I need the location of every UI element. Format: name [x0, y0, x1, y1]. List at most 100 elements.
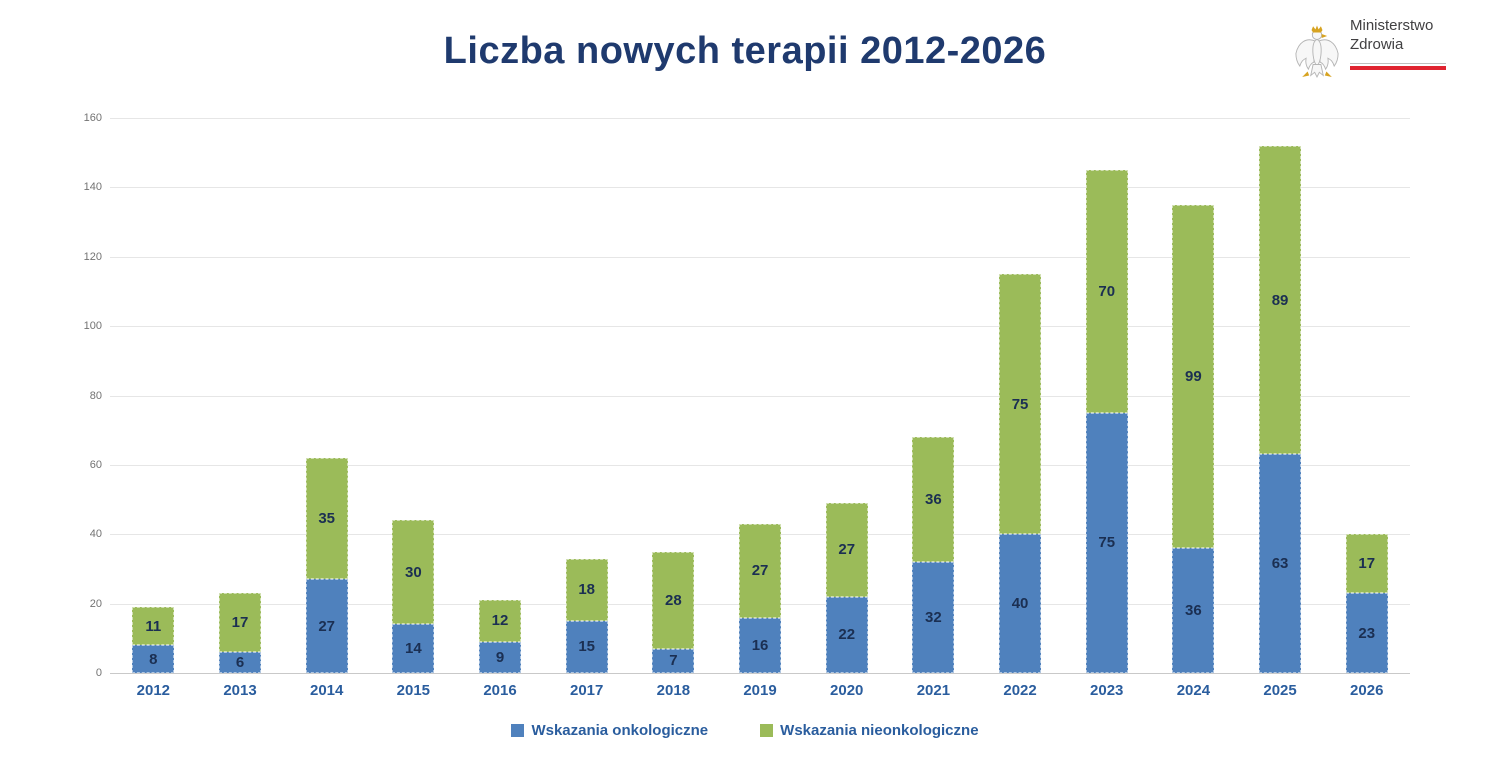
x-tick-label-2013: 2013 [223, 682, 257, 699]
gridline-60 [110, 464, 1410, 466]
bar-slot-2024: 99 36 [1150, 118, 1237, 673]
data-label-2024-series-0: 36 [1185, 602, 1202, 620]
bar-segment-2022-series-1: 75 [999, 274, 1042, 535]
bar-segment-2023-series-1: 70 [1085, 170, 1128, 413]
data-label-2025-series-1: 89 [1271, 291, 1289, 309]
stacked-bar-2026: 17 23 [1345, 118, 1388, 673]
data-label-2023-series-0: 75 [1098, 534, 1116, 552]
bar-segment-2020-series-1: 27 [825, 503, 868, 597]
data-label-2018-series-1: 28 [665, 591, 682, 609]
data-label-2015-series-1: 30 [405, 563, 422, 581]
bar-segment-2014-series-1: 35 [305, 457, 348, 580]
data-label-2012-series-1: 11 [145, 617, 162, 635]
data-label-2016-series-0: 9 [495, 648, 505, 666]
y-tick-label-0: 0 [95, 667, 102, 679]
bar-segment-2019-series-0: 16 [739, 617, 782, 673]
x-tick-label-2018: 2018 [656, 682, 691, 699]
ministry-logo-text: Ministerstwo Zdrowia [1350, 16, 1446, 70]
gridline-100 [110, 326, 1410, 328]
stacked-bar-2019: 27 16 [739, 118, 782, 673]
y-tick-label-120: 120 [83, 250, 102, 263]
bar-segment-2026-series-1: 17 [1345, 534, 1388, 594]
data-label-2021-series-0: 32 [925, 609, 942, 626]
bar-slot-2018: 28 7 [630, 118, 717, 673]
data-label-2026-series-1: 17 [1358, 555, 1376, 573]
logo-gray-rule [1350, 63, 1446, 64]
bar-slot-2019: 27 16 [717, 118, 804, 673]
bar-slot-2020: 27 22 [803, 118, 890, 673]
x-tick-label-2023: 2023 [1090, 682, 1124, 699]
legend-entry-1: Wskazania nieonkologiczne [760, 722, 979, 739]
bar-slot-2026: 17 23 [1323, 118, 1410, 673]
data-label-2021-series-1: 36 [925, 491, 942, 509]
bar-slot-2015: 30 14 [370, 118, 457, 673]
bar-segment-2015-series-0: 14 [392, 624, 435, 673]
stacked-bar-2015: 30 14 [392, 118, 435, 673]
data-label-2019-series-0: 16 [751, 636, 769, 654]
data-label-2024-series-1: 99 [1185, 367, 1202, 385]
data-label-2026-series-0: 23 [1358, 624, 1376, 642]
stacked-bar-2017: 18 15 [565, 118, 608, 673]
stacked-bar-2014: 35 27 [305, 118, 348, 673]
x-tick-label-2020: 2020 [830, 682, 864, 699]
bar-segment-2015-series-1: 30 [392, 520, 435, 625]
legend-swatch-0 [511, 724, 525, 737]
x-tick-label-2021: 2021 [916, 682, 951, 699]
data-label-2014-series-0: 27 [318, 617, 336, 635]
gridline-160 [110, 118, 1410, 119]
bar-segment-2016-series-1: 12 [479, 600, 522, 642]
data-label-2013-series-1: 17 [231, 614, 249, 632]
bar-slot-2012: 11 8 [110, 118, 197, 673]
bar-segment-2020-series-0: 22 [825, 596, 868, 673]
bar-segment-2025-series-1: 89 [1259, 145, 1302, 455]
stacked-bar-2021: 36 32 [912, 118, 955, 673]
bar-segment-2012-series-1: 11 [132, 607, 175, 646]
bar-segment-2012-series-0: 8 [132, 645, 175, 673]
y-tick-label-80: 80 [89, 389, 102, 402]
data-label-2017-series-1: 18 [578, 581, 596, 599]
x-tick-label-2019: 2019 [743, 682, 777, 699]
x-axis-labels: 2012 2013 2014 2015 2016 2017 2018 2019 2020 2021… [110, 682, 1410, 699]
legend: Wskazania onkologiczne Wskazania nieonkol… [0, 722, 1490, 739]
bar-segment-2017-series-0: 15 [565, 620, 608, 673]
legend-swatch-1 [760, 724, 774, 737]
data-label-2022-series-0: 40 [1011, 595, 1029, 613]
bar-segment-2026-series-0: 23 [1345, 593, 1388, 673]
stacked-bar-2022: 75 40 [999, 118, 1042, 673]
data-label-2020-series-1: 27 [838, 541, 856, 559]
bar-segment-2021-series-1: 36 [912, 437, 955, 562]
legend-entry-0: Wskazania onkologiczne [511, 722, 708, 739]
bar-segment-2019-series-1: 27 [739, 523, 782, 618]
bar-segment-2025-series-0: 63 [1259, 454, 1302, 673]
legend-label-1: Wskazania nieonkologiczne [780, 722, 979, 739]
polish-eagle-icon [1295, 25, 1339, 79]
data-label-2015-series-0: 14 [405, 640, 422, 658]
bar-slot-2014: 35 27 [283, 118, 370, 673]
data-label-2016-series-1: 12 [491, 612, 509, 630]
data-label-2013-series-0: 6 [235, 654, 245, 672]
stacked-bar-2025: 89 63 [1259, 118, 1302, 673]
bar-slot-2021: 36 32 [890, 118, 977, 673]
x-tick-label-2022: 2022 [1003, 682, 1037, 699]
legend-label-0: Wskazania onkologiczne [531, 722, 709, 739]
ministry-logo: Ministerstwo Zdrowia [1292, 16, 1446, 82]
bar-segment-2023-series-0: 75 [1085, 412, 1128, 673]
bar-segment-2016-series-0: 9 [479, 641, 522, 673]
bar-segment-2021-series-0: 32 [912, 562, 955, 673]
data-label-2018-series-0: 7 [669, 652, 678, 670]
data-label-2022-series-1: 75 [1011, 395, 1029, 413]
bars-row: 11 8 17 6 35 27 30 14 12 9 18 15 28 7 27 16 27 22 36 32 75 40… [110, 118, 1410, 673]
x-tick-label-2017: 2017 [570, 682, 604, 699]
bar-slot-2023: 70 75 [1063, 118, 1150, 673]
gridline-80 [110, 395, 1410, 397]
stacked-bar-2013: 17 6 [219, 118, 261, 673]
bar-segment-2018-series-0: 7 [652, 648, 695, 673]
stacked-bar-2023: 70 75 [1085, 118, 1128, 673]
gridline-0 [110, 673, 1410, 674]
gridline-120 [110, 256, 1410, 258]
bar-segment-2022-series-0: 40 [999, 534, 1042, 673]
bar-slot-2017: 18 15 [543, 118, 630, 673]
data-label-2025-series-0: 63 [1271, 555, 1289, 573]
bar-segment-2017-series-1: 18 [565, 558, 608, 621]
x-tick-label-2024: 2024 [1176, 682, 1211, 699]
